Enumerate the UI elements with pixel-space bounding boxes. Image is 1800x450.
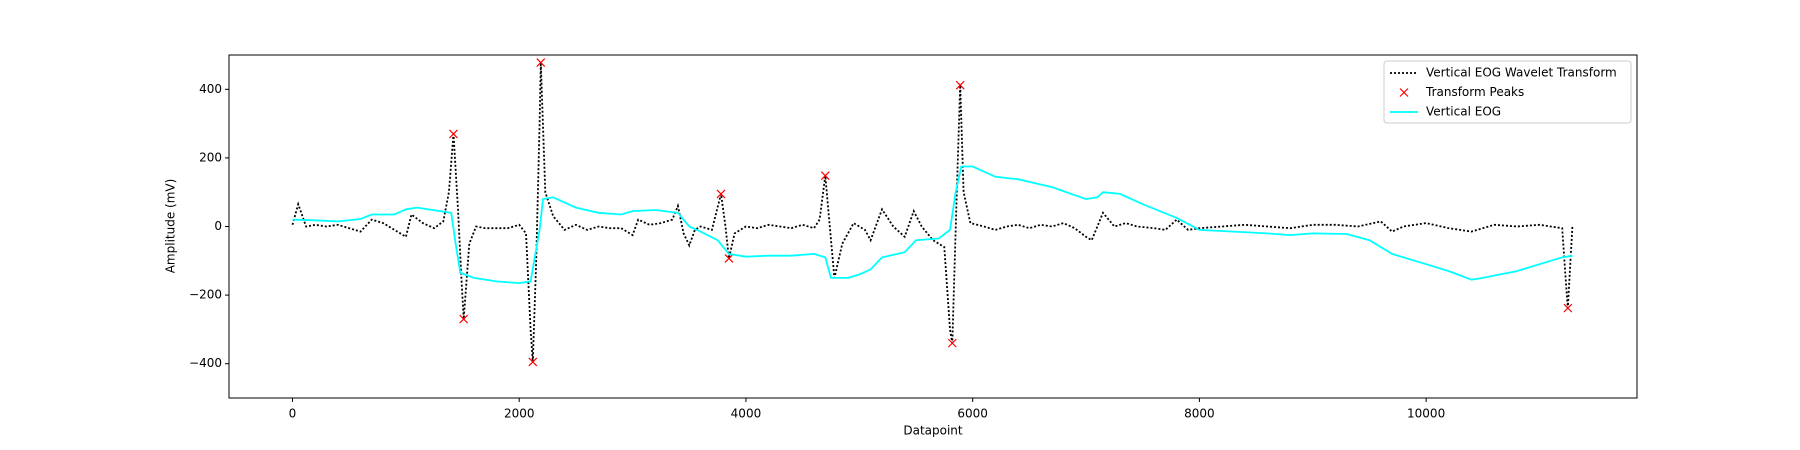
peak-marker <box>528 357 538 367</box>
x-tick-label: 2000 <box>504 407 535 421</box>
x-tick-label: 8000 <box>1184 407 1215 421</box>
legend-label: Vertical EOG <box>1426 105 1501 119</box>
peak-marker <box>724 253 734 263</box>
x-tick-label: 0 <box>289 407 297 421</box>
y-axis-label: Amplitude (mV) <box>164 179 178 274</box>
peak-marker <box>716 189 726 199</box>
peak-marker <box>449 129 458 139</box>
peak-marker <box>955 80 965 90</box>
y-tick-label: −400 <box>189 356 222 370</box>
y-tick-label: 200 <box>199 150 222 164</box>
peak-marker <box>1399 88 1409 97</box>
peak-marker <box>820 171 830 181</box>
series-line <box>292 165 1573 285</box>
x-axis-label: Datapoint <box>903 424 963 438</box>
peak-marker <box>536 58 546 67</box>
series-line <box>291 62 1574 363</box>
y-tick-label: 400 <box>199 82 222 96</box>
legend-label: Transform Peaks <box>1425 85 1524 99</box>
x-tick-label: 10000 <box>1407 407 1445 421</box>
y-tick-label: 0 <box>214 219 222 233</box>
peak-marker <box>947 338 957 348</box>
y-tick-label: −200 <box>189 288 222 302</box>
x-tick-label: 6000 <box>957 407 988 421</box>
peak-marker <box>1563 303 1573 313</box>
legend-label: Vertical EOG Wavelet Transform <box>1426 66 1617 80</box>
legend-box <box>1383 60 1632 124</box>
peak-marker <box>459 314 469 324</box>
x-tick-label: 4000 <box>731 407 762 421</box>
